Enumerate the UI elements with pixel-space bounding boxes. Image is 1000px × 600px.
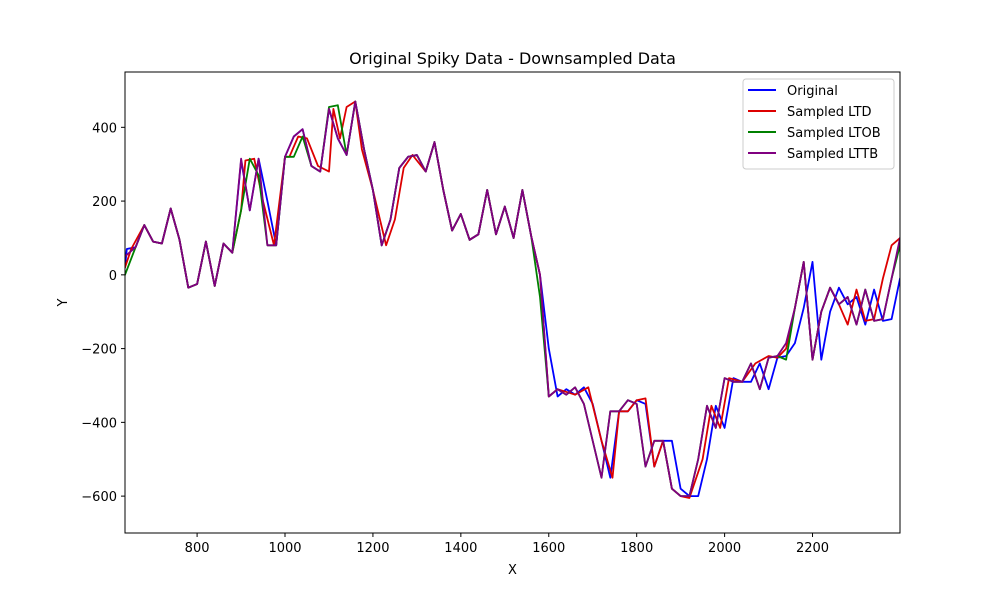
legend-label: Original	[787, 84, 838, 99]
x-tick-label: 1200	[356, 541, 389, 556]
legend-label: Sampled LTTB	[787, 147, 878, 162]
y-tick-label: 200	[92, 195, 117, 210]
y-tick-label: 400	[92, 121, 117, 136]
x-tick-label: 800	[185, 541, 210, 556]
y-tick-label: −200	[81, 343, 117, 358]
legend-label: Sampled LTD	[787, 105, 872, 120]
legend-box	[742, 78, 895, 170]
plot-area	[125, 100, 900, 499]
x-tick-label: 1800	[620, 541, 653, 556]
x-tick-label: 2000	[708, 541, 741, 556]
y-tick-label: −600	[81, 490, 117, 505]
axes-frame	[124, 71, 901, 534]
series-line-sampled-lttb	[125, 100, 900, 498]
chart-legend: Original Sampled LTD Sampled LTOB Sampled L…	[742, 78, 895, 170]
x-axis-label: X	[508, 563, 517, 578]
y-tick-label: −400	[81, 416, 117, 431]
axis-ticks: 800 1000 1200 1400 1600 1800 2000 2200−600−400−…	[81, 121, 829, 556]
y-tick-label: 0	[109, 269, 117, 284]
legend-label: Sampled LTOB	[787, 126, 881, 141]
x-tick-label: 1600	[532, 541, 565, 556]
x-tick-label: 2200	[796, 541, 829, 556]
chart-title: Original Spiky Data - Downsampled Data	[349, 49, 676, 68]
y-axis-label: Y	[56, 298, 71, 307]
x-tick-label: 1000	[268, 541, 301, 556]
x-tick-label: 1400	[444, 541, 477, 556]
